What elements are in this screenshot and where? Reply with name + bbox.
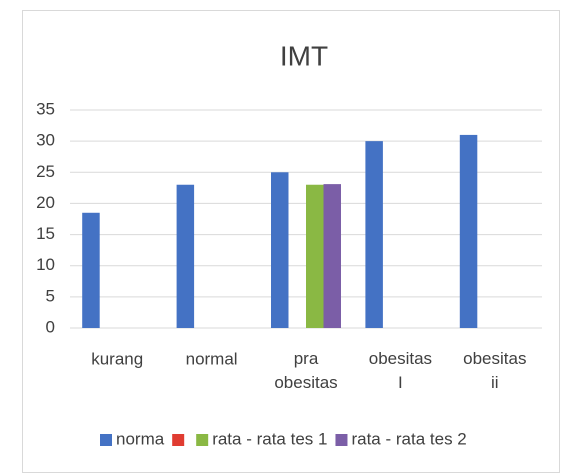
chart-title: IMT <box>280 40 328 71</box>
y-tick-label: 30 <box>36 131 55 150</box>
chart-frame <box>22 10 560 473</box>
legend-swatch <box>196 434 209 446</box>
legend-swatch <box>335 434 348 446</box>
bar <box>365 141 383 328</box>
legend-label: rata - rata tes 1 <box>212 429 327 448</box>
y-tick-label: 0 <box>46 317 55 336</box>
legend-label: norma <box>116 429 165 448</box>
y-tick-label: 20 <box>36 193 55 212</box>
y-tick-label: 5 <box>46 286 55 305</box>
bar <box>306 184 324 328</box>
y-tick-label: 15 <box>36 224 55 243</box>
x-tick-label: pra obesitas <box>274 349 337 392</box>
bar <box>271 172 289 328</box>
x-tick-label: obesitas ii <box>463 349 526 392</box>
legend-label: rata - rata tes 2 <box>351 429 466 448</box>
x-tick-label: normal <box>186 349 238 368</box>
bar <box>176 184 195 328</box>
x-tick-label: kurang <box>91 349 143 368</box>
bar <box>459 134 478 328</box>
y-tick-label: 25 <box>36 162 55 181</box>
bar <box>82 212 100 328</box>
x-tick-label: obesitas I <box>369 349 432 392</box>
legend-swatch <box>172 434 185 446</box>
y-tick-label: 10 <box>36 255 55 274</box>
bar <box>323 184 341 328</box>
y-tick-label: 35 <box>36 99 55 118</box>
legend-swatch <box>100 434 112 446</box>
